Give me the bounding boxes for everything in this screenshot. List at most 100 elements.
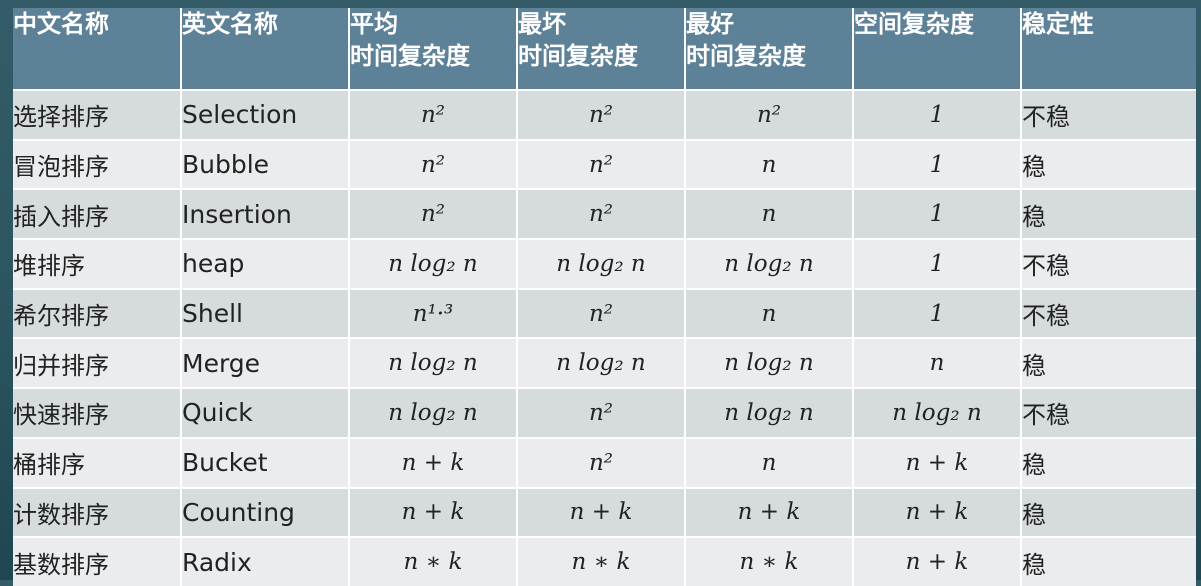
best-time-cell: n <box>684 138 854 191</box>
worst-time-cell: n ∗ k <box>516 536 686 586</box>
best-time-cell: n log₂ n <box>684 387 854 439</box>
chinese-name-cell: 冒泡排序 <box>13 138 182 191</box>
chinese-name-cell: 希尔排序 <box>13 287 182 340</box>
chinese-name-cell: 归并排序 <box>13 337 182 390</box>
header-text-line: 最坏 <box>518 10 566 38</box>
sorting-complexity-table-container: 中文名称 英文名称 平均 时间复杂度 最坏 时间复杂度 最好 时间复杂度 空间复杂度 稳定性 选择… <box>13 8 1196 586</box>
header-stability: 稳定性 <box>1020 8 1196 91</box>
header-english-name: 英文名称 <box>180 8 350 91</box>
space-complexity-cell: 1 <box>852 238 1022 290</box>
stability-cell: 稳 <box>1020 486 1196 539</box>
best-time-cell: n <box>684 287 854 340</box>
average-time-cell: n log₂ n <box>348 387 518 439</box>
space-complexity-cell: n + k <box>852 536 1022 586</box>
average-time-cell: n + k <box>348 436 518 489</box>
header-text-line: 平均 <box>350 10 398 38</box>
english-name-cell: Selection <box>180 89 350 141</box>
header-text-line: 时间复杂度 <box>686 42 806 70</box>
space-complexity-cell: n + k <box>852 486 1022 539</box>
space-complexity-cell: n + k <box>852 436 1022 489</box>
header-text-line: 稳定性 <box>1022 10 1094 38</box>
space-complexity-cell: 1 <box>852 138 1022 191</box>
best-time-cell: n² <box>684 89 854 141</box>
average-time-cell: n log₂ n <box>348 238 518 290</box>
average-time-cell: n² <box>348 138 518 191</box>
stability-cell: 稳 <box>1020 337 1196 390</box>
worst-time-cell: n² <box>516 89 686 141</box>
worst-time-cell: n² <box>516 387 686 439</box>
average-time-cell: n log₂ n <box>348 337 518 390</box>
worst-time-cell: n² <box>516 138 686 191</box>
english-name-cell: Radix <box>180 536 350 586</box>
average-time-cell: n¹·³ <box>348 287 518 340</box>
worst-time-cell: n² <box>516 436 686 489</box>
average-time-cell: n ∗ k <box>348 536 518 586</box>
header-worst-time: 最坏 时间复杂度 <box>516 8 686 91</box>
best-time-cell: n <box>684 436 854 489</box>
header-text-line: 英文名称 <box>182 10 278 38</box>
chinese-name-cell: 插入排序 <box>13 188 182 241</box>
worst-time-cell: n² <box>516 287 686 340</box>
english-name-cell: Shell <box>180 287 350 340</box>
english-name-cell: Bucket <box>180 436 350 489</box>
english-name-cell: Insertion <box>180 188 350 241</box>
average-time-cell: n + k <box>348 486 518 539</box>
header-chinese-name: 中文名称 <box>13 8 182 91</box>
table-row: 希尔排序 Shell n¹·³ n² n 1 不稳 <box>13 287 1196 340</box>
average-time-cell: n² <box>348 89 518 141</box>
english-name-cell: Counting <box>180 486 350 539</box>
space-complexity-cell: n <box>852 337 1022 390</box>
header-space-complexity: 空间复杂度 <box>852 8 1022 91</box>
best-time-cell: n log₂ n <box>684 238 854 290</box>
stability-cell: 稳 <box>1020 536 1196 586</box>
header-best-time: 最好 时间复杂度 <box>684 8 854 91</box>
best-time-cell: n log₂ n <box>684 337 854 390</box>
worst-time-cell: n log₂ n <box>516 238 686 290</box>
header-text-line: 最好 <box>686 10 734 38</box>
header-text-line: 空间复杂度 <box>854 10 974 38</box>
chinese-name-cell: 选择排序 <box>13 89 182 141</box>
stability-cell: 不稳 <box>1020 287 1196 340</box>
table-body: 选择排序 Selection n² n² n² 1 不稳 冒泡排序 Bubble n² n² n 1 稳插… <box>13 89 1196 586</box>
stability-cell: 不稳 <box>1020 387 1196 439</box>
chinese-name-cell: 基数排序 <box>13 536 182 586</box>
space-complexity-cell: 1 <box>852 287 1022 340</box>
chinese-name-cell: 快速排序 <box>13 387 182 439</box>
table-row: 冒泡排序 Bubble n² n² n 1 稳 <box>13 138 1196 191</box>
worst-time-cell: n² <box>516 188 686 241</box>
chinese-name-cell: 桶排序 <box>13 436 182 489</box>
stability-cell: 稳 <box>1020 188 1196 241</box>
stability-cell: 稳 <box>1020 436 1196 489</box>
stability-cell: 不稳 <box>1020 89 1196 141</box>
average-time-cell: n² <box>348 188 518 241</box>
header-average-time: 平均 时间复杂度 <box>348 8 518 91</box>
worst-time-cell: n log₂ n <box>516 337 686 390</box>
worst-time-cell: n + k <box>516 486 686 539</box>
stability-cell: 稳 <box>1020 138 1196 191</box>
chinese-name-cell: 堆排序 <box>13 238 182 290</box>
chinese-name-cell: 计数排序 <box>13 486 182 539</box>
table-header: 中文名称 英文名称 平均 时间复杂度 最坏 时间复杂度 最好 时间复杂度 空间复杂度 稳定性 <box>13 8 1196 91</box>
header-text-line: 中文名称 <box>13 10 109 38</box>
stability-cell: 不稳 <box>1020 238 1196 290</box>
space-complexity-cell: 1 <box>852 89 1022 141</box>
best-time-cell: n + k <box>684 486 854 539</box>
english-name-cell: Quick <box>180 387 350 439</box>
english-name-cell: heap <box>180 238 350 290</box>
english-name-cell: Merge <box>180 337 350 390</box>
best-time-cell: n <box>684 188 854 241</box>
best-time-cell: n ∗ k <box>684 536 854 586</box>
sorting-complexity-table: 中文名称 英文名称 平均 时间复杂度 最坏 时间复杂度 最好 时间复杂度 空间复杂度 稳定性 选择… <box>13 8 1196 586</box>
table-row: 选择排序 Selection n² n² n² 1 不稳 <box>13 89 1196 141</box>
space-complexity-cell: 1 <box>852 188 1022 241</box>
space-complexity-cell: n log₂ n <box>852 387 1022 439</box>
table-row: 插入排序 Insertion n² n² n 1 稳 <box>13 188 1196 241</box>
header-text-line: 时间复杂度 <box>518 42 638 70</box>
english-name-cell: Bubble <box>180 138 350 191</box>
